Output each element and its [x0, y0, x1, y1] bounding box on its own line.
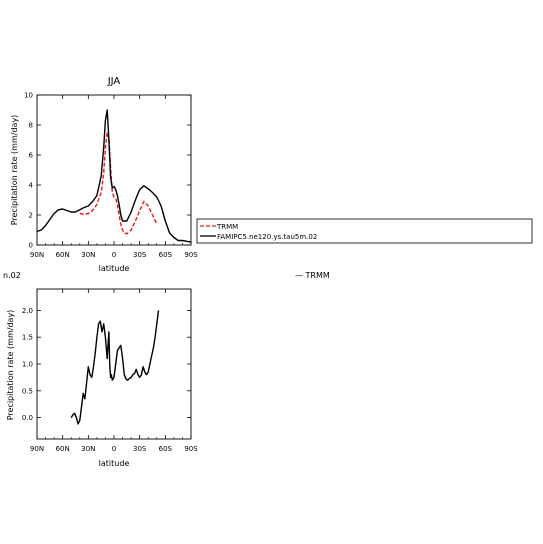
x-tick-label: 90N: [30, 251, 44, 259]
panel1-title: JJA: [107, 76, 121, 87]
x-tick-label: 0: [112, 445, 116, 453]
x-tick-label: 0: [112, 251, 116, 259]
y-tick-label: 8: [29, 122, 33, 130]
x-tick-label: 30S: [133, 445, 147, 453]
legend: TRMM FAMIPC5.ne120.ys.tau5m.02: [196, 218, 533, 244]
y-tick-label: 2.0: [22, 307, 33, 315]
y-tick-label: 2: [29, 212, 33, 220]
x-tick-label: 60N: [56, 445, 70, 453]
panel1-xlabel: latitude: [99, 264, 130, 273]
y-tick-label: 1.0: [22, 361, 33, 369]
legend-label-trmm: TRMM: [216, 223, 238, 231]
header-fragment-right: — TRMM: [295, 271, 330, 280]
y-tick-label: 6: [29, 152, 34, 160]
x-tick-label: 90S: [184, 251, 198, 259]
x-tick-label: 60N: [56, 251, 70, 259]
x-tick-label: 30S: [133, 251, 147, 259]
y-tick-label: 0: [29, 242, 33, 250]
legend-label-model: FAMIPC5.ne120.ys.tau5m.02: [217, 233, 317, 241]
y-tick-label: 10: [24, 92, 33, 100]
x-tick-label: 60S: [159, 445, 173, 453]
header-fragment-left: n.02: [3, 271, 21, 280]
y-tick-label: 1.5: [22, 334, 33, 342]
y-tick-label: 4: [29, 182, 34, 190]
x-tick-label: 90N: [30, 445, 44, 453]
panel2-ylabel: Precipitation rate (mm/day): [6, 310, 15, 421]
panel2-xlabel: latitude: [99, 459, 130, 468]
legend-box: [196, 218, 533, 244]
plot-frame-2: [36, 288, 192, 440]
panel1-ylabel: Precipitation rate (mm/day): [10, 115, 19, 226]
series-line-1-1: [79, 131, 158, 235]
series-line-1-2: [36, 109, 192, 243]
x-tick-label: 30N: [81, 445, 95, 453]
x-tick-label: 90S: [184, 445, 198, 453]
x-tick-label: 60S: [159, 251, 173, 259]
x-tick-label: 30N: [81, 251, 95, 259]
plot-frame-1: [36, 94, 192, 246]
y-tick-label: 0.0: [22, 414, 33, 422]
y-tick-label: 0.5: [22, 387, 33, 395]
series-line-2-1: [70, 310, 160, 425]
